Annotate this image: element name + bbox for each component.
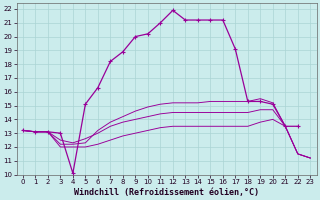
X-axis label: Windchill (Refroidissement éolien,°C): Windchill (Refroidissement éolien,°C) (74, 188, 259, 197)
